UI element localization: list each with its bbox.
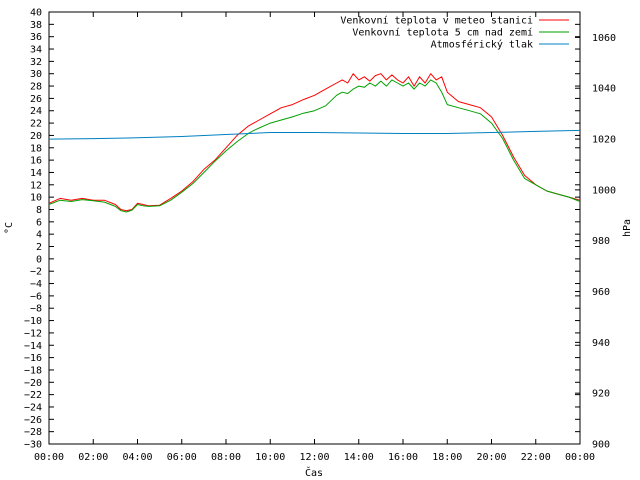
y-tick-label: −28 bbox=[24, 427, 42, 438]
plot-frame bbox=[48, 11, 581, 445]
y-tick-label: 20 bbox=[30, 131, 42, 142]
y-tick-label: −4 bbox=[30, 279, 42, 290]
y-tick-label: 30 bbox=[30, 69, 42, 80]
y-tick-label: 32 bbox=[30, 57, 42, 68]
series-line-2 bbox=[48, 129, 581, 140]
y2-tick-label: 940 bbox=[592, 338, 610, 349]
x-axis-label: Čas bbox=[305, 466, 323, 479]
y-tick-label: 16 bbox=[30, 156, 42, 167]
y2-tick-label: 1000 bbox=[592, 185, 616, 196]
y2-tick-label: 1060 bbox=[592, 33, 616, 44]
y-tick-label: 22 bbox=[30, 119, 42, 130]
y2-axis-label: hPa bbox=[622, 219, 633, 237]
y-tick-label: −10 bbox=[24, 316, 42, 327]
series-line-0 bbox=[48, 73, 581, 212]
legend-label: Atmosférický tlak bbox=[431, 39, 533, 51]
legend-label: Venkovní teplota v meteo stanici bbox=[340, 15, 533, 27]
legend: Venkovní teplota v meteo staniciVenkovní… bbox=[340, 15, 569, 51]
y-tick-label: 26 bbox=[30, 94, 42, 105]
y-tick-label: 18 bbox=[30, 143, 42, 154]
x-tick-label: 18:00 bbox=[432, 452, 462, 463]
y-tick-label: 4 bbox=[36, 230, 42, 241]
y-tick-label: −24 bbox=[24, 402, 42, 413]
y-tick-label: 14 bbox=[30, 168, 42, 179]
x-tick-label: 00:00 bbox=[34, 452, 64, 463]
y-tick-label: 40 bbox=[30, 8, 42, 19]
x-tick-label: 06:00 bbox=[167, 452, 197, 463]
y2-tick-label: 900 bbox=[592, 440, 610, 451]
legend-label: Venkovní teplota 5 cm nad zemí bbox=[352, 27, 533, 39]
x-tick-label: 02:00 bbox=[78, 452, 108, 463]
y-axis-label: °C bbox=[4, 222, 15, 234]
x-tick-label: 22:00 bbox=[521, 452, 551, 463]
y-tick-label: 0 bbox=[36, 254, 42, 265]
y-tick-label: −22 bbox=[24, 390, 42, 401]
y-tick-label: −20 bbox=[24, 378, 42, 389]
x-tick-label: 16:00 bbox=[388, 452, 418, 463]
y2-axis-ticks: 900 920 940 960 980 1000 1020 1040 1060 bbox=[575, 33, 616, 451]
y-tick-label: 24 bbox=[30, 106, 42, 117]
x-tick-label: 10:00 bbox=[255, 452, 285, 463]
series-layer bbox=[48, 73, 581, 213]
y-tick-label: 36 bbox=[30, 32, 42, 43]
y-tick-label: −30 bbox=[24, 440, 42, 451]
y2-tick-label: 1040 bbox=[592, 84, 616, 95]
y-tick-label: −18 bbox=[24, 365, 42, 376]
y-tick-label: −26 bbox=[24, 415, 42, 426]
y-tick-label: 38 bbox=[30, 20, 42, 31]
y-tick-label: −14 bbox=[24, 341, 42, 352]
y-tick-label: 8 bbox=[36, 205, 42, 216]
y-tick-label: −2 bbox=[30, 267, 42, 278]
y-tick-label: 12 bbox=[30, 180, 42, 191]
y2-tick-label: 1020 bbox=[592, 135, 616, 146]
y2-tick-label: 920 bbox=[592, 389, 610, 400]
x-tick-label: 14:00 bbox=[344, 452, 374, 463]
x-tick-label: 04:00 bbox=[122, 452, 152, 463]
y-tick-label: −6 bbox=[30, 291, 42, 302]
x-tick-label: 08:00 bbox=[211, 452, 241, 463]
x-tick-label: 20:00 bbox=[476, 452, 506, 463]
y-tick-label: 28 bbox=[30, 82, 42, 93]
y-tick-label: −16 bbox=[24, 353, 42, 364]
y-tick-label: −12 bbox=[24, 328, 42, 339]
y-tick-label: 34 bbox=[30, 45, 42, 56]
x-axis-ticks: 00:00 02:00 04:00 06:00 08:00 10:00 12:00 14:00… bbox=[34, 12, 595, 463]
x-tick-label: 00:00 bbox=[565, 452, 595, 463]
y-tick-label: 2 bbox=[36, 242, 42, 253]
y-axis-ticks: −30−28−26−24−22−20−18−16−14−12−10−8−6−4−… bbox=[24, 8, 580, 451]
y2-tick-label: 980 bbox=[592, 236, 610, 247]
y-tick-label: 6 bbox=[36, 217, 42, 228]
y-tick-label: −8 bbox=[30, 304, 42, 315]
y2-tick-label: 960 bbox=[592, 287, 610, 298]
series-line-1 bbox=[48, 79, 581, 213]
x-tick-label: 12:00 bbox=[299, 452, 329, 463]
y-tick-label: 10 bbox=[30, 193, 42, 204]
